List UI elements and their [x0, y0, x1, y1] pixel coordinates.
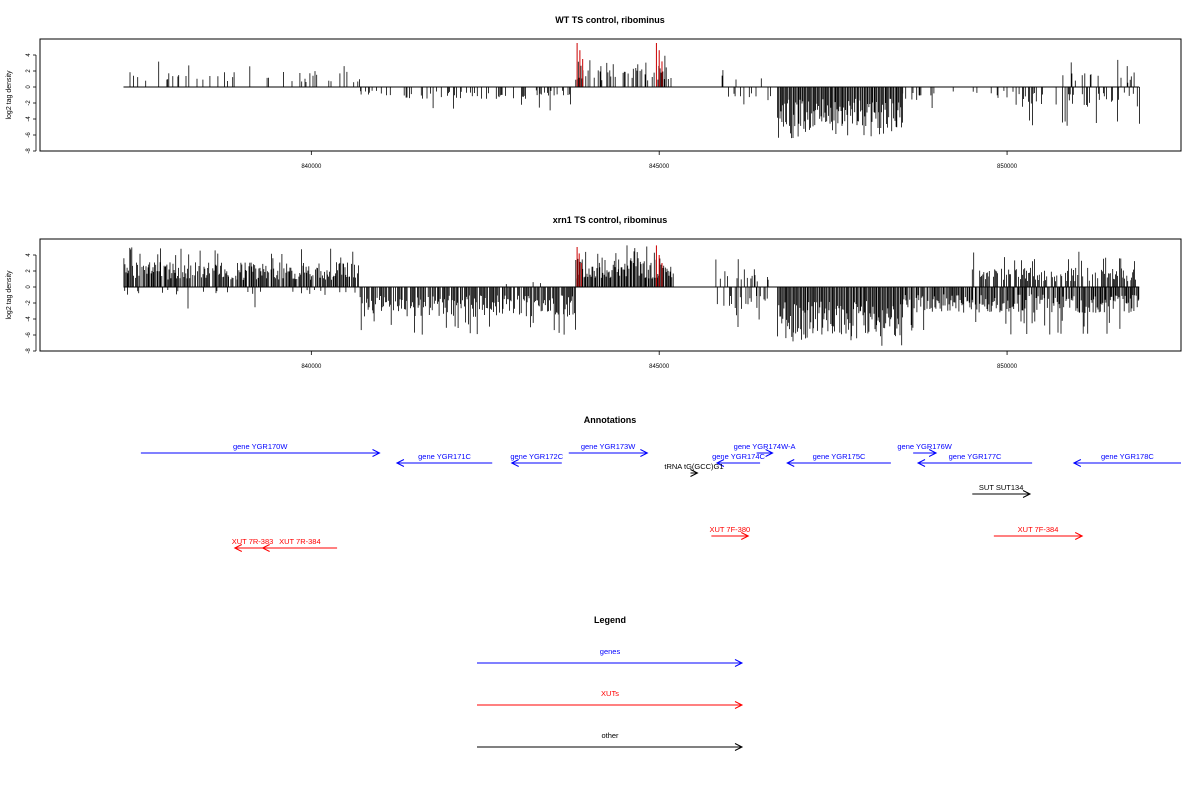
wt-track-plot-frame — [39, 38, 1182, 152]
annotation-arrow-head — [786, 459, 795, 467]
annotation-label: gene YGR172C — [510, 452, 563, 461]
annotation-label: gene YGR178C — [1101, 452, 1154, 461]
legend-item: genes — [477, 647, 744, 667]
wt-track-axes: -8 -6 -4 -2 0 2 4 840000 845000 850000 — [26, 53, 1140, 170]
wt-y-tick-label: -2 — [26, 100, 32, 106]
wt-y-tick-label: -6 — [26, 132, 32, 138]
annotation-arrow-head — [1074, 532, 1084, 540]
annotation-label: gene YGR174W-A — [734, 442, 796, 451]
annotation-other: tRNA tG(GCC)G1 — [664, 462, 724, 477]
legend-arrow-head — [734, 743, 744, 751]
annotation-label: SUT SUT134 — [979, 483, 1023, 492]
annotation-label: gene YGR170W — [233, 442, 288, 451]
legend-items: genes XUTs other — [477, 647, 744, 751]
annotation-label: XUT 7F-380 — [709, 525, 750, 534]
annotation-label: gene YGR173W — [581, 442, 636, 451]
xrn1-x-tick-label: 850000 — [997, 364, 1018, 370]
annotation-arrow-head — [233, 544, 243, 552]
annotation-arrow-head — [690, 469, 699, 477]
annotation-gene: gene YGR173W — [568, 442, 649, 457]
annotation-gene: gene YGR172C — [510, 452, 564, 467]
annotation-gene: gene YGR171C — [395, 452, 493, 467]
xrn1-y-tick-label: -8 — [26, 348, 32, 354]
annotation-gene: gene YGR176W — [897, 442, 953, 457]
annotation-gene: gene YGR178C — [1072, 452, 1181, 467]
annotation-label: gene YGR171C — [418, 452, 471, 461]
legend-item: XUTs — [477, 689, 744, 709]
xrn1-y-tick-label: -4 — [26, 316, 32, 322]
annotation-label: XUT 7R-384 — [279, 537, 321, 546]
wt-y-tick-label: 2 — [26, 69, 32, 73]
legend-arrow-head — [734, 659, 744, 667]
annotation-arrow-head — [741, 532, 750, 540]
annotation-arrow-head — [395, 459, 405, 467]
annotation-label: XUT 7F-384 — [1018, 525, 1059, 534]
annotation-label: gene YGR174C — [712, 452, 765, 461]
annotation-gene: gene YGR174W-A — [734, 442, 796, 457]
annotation-xut: XUT 7F-384 — [993, 525, 1084, 540]
annotation-label: gene YGR176W — [897, 442, 952, 451]
xrn1-track-axes: -8 -6 -4 -2 0 2 4 840000 845000 850000 — [26, 253, 1140, 370]
annotation-xut: XUT 7R-383 — [232, 537, 274, 552]
xrn1-track-panel: xrn1 TS control, ribominus log2 tag dens… — [6, 215, 1182, 370]
legend-title: Legend — [594, 615, 626, 625]
xrn1-track-plot-frame — [39, 238, 1182, 352]
wt-y-tick-label: 0 — [26, 85, 32, 89]
xrn1-x-tick-label: 840000 — [301, 364, 322, 370]
annotation-arrow-head — [640, 449, 649, 457]
annotation-arrow-head — [1022, 490, 1032, 498]
wt-y-tick-label: 4 — [26, 53, 32, 57]
annotation-label: gene YGR175C — [813, 452, 866, 461]
annotation-gene: gene YGR175C — [786, 452, 891, 467]
annotation-xut: XUT 7R-384 — [261, 537, 338, 552]
annotation-arrow-head — [261, 544, 270, 552]
wt-track-panel: WT TS control, ribominus log2 tag densit… — [6, 15, 1182, 170]
annotation-arrow-head — [715, 459, 725, 467]
legend-panel: Legend genes XUTs other — [477, 615, 744, 751]
annotation-gene: gene YGR174C — [712, 452, 765, 467]
annotation-label: tRNA tG(GCC)G1 — [664, 462, 723, 471]
annotation-arrow-head — [916, 459, 926, 467]
xrn1-y-tick-label: 2 — [26, 269, 32, 273]
xrn1-x-tick-label: 845000 — [649, 364, 670, 370]
annotation-arrow-head — [372, 449, 381, 457]
xrn1-track-ylabel: log2 tag density — [6, 270, 13, 320]
annotation-gene: gene YGR170W — [140, 442, 381, 457]
xrn1-y-tick-label: -6 — [26, 332, 32, 338]
xrn1-y-tick-label: 4 — [26, 253, 32, 257]
xrn1-y-tick-label: 0 — [26, 285, 32, 289]
wt-y-tick-label: -4 — [26, 116, 32, 122]
wt-x-tick-label: 845000 — [649, 164, 670, 170]
legend-item: other — [477, 731, 744, 751]
xrn1-track-title: xrn1 TS control, ribominus — [553, 215, 668, 225]
wt-x-tick-label: 840000 — [301, 164, 322, 170]
wt-y-tick-label: -8 — [26, 148, 32, 154]
legend-label: XUTs — [601, 689, 619, 698]
annotation-label: XUT 7R-383 — [232, 537, 274, 546]
legend-arrow-head — [734, 701, 744, 709]
xrn1-track-bars — [123, 245, 1140, 346]
annotation-arrow-head — [765, 449, 774, 457]
annotation-arrow-head — [1072, 459, 1082, 467]
annotation-arrow-head — [928, 449, 938, 457]
annotation-features: gene YGR170W gene YGR171C gene YGR172C gene… — [140, 442, 1181, 552]
wt-track-bars — [129, 43, 1140, 139]
wt-track-ylabel: log2 tag density — [6, 70, 13, 120]
annotation-gene: gene YGR177C — [916, 452, 1033, 467]
annotations-title: Annotations — [584, 415, 637, 425]
annotation-xut: XUT 7F-380 — [709, 525, 750, 540]
annotation-label: gene YGR177C — [949, 452, 1002, 461]
annotation-other: SUT SUT134 — [972, 483, 1032, 498]
legend-label: genes — [600, 647, 621, 656]
legend-label: other — [601, 731, 619, 740]
xrn1-y-tick-label: -2 — [26, 300, 32, 306]
wt-x-tick-label: 850000 — [997, 164, 1018, 170]
annotation-arrow-head — [510, 459, 519, 467]
wt-track-title: WT TS control, ribominus — [555, 15, 665, 25]
